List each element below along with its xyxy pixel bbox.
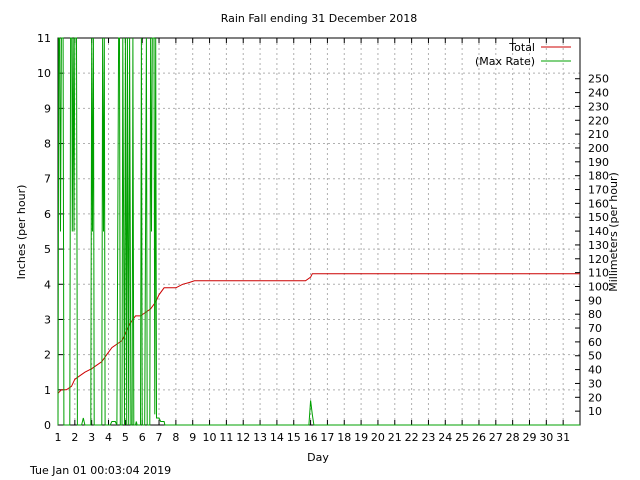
y2-tick-label: 20: [588, 391, 602, 404]
y2-tick-label: 50: [588, 350, 602, 363]
x-tick-label: 26: [472, 431, 486, 444]
x-tick-label: 6: [139, 431, 146, 444]
y2-tick-label: 60: [588, 336, 602, 349]
x-tick-label: 14: [270, 431, 284, 444]
x-tick-label: 8: [172, 431, 179, 444]
y-tick-label: 2: [44, 349, 51, 362]
x-tick-label: 28: [506, 431, 520, 444]
x-tick-label: 13: [253, 431, 267, 444]
y2-tick-label: 140: [588, 225, 609, 238]
legend: Total (Max Rate): [475, 41, 571, 68]
legend-label-total: Total: [508, 41, 535, 54]
x-tick-label: 3: [88, 431, 95, 444]
y2-tick-label: 190: [588, 156, 609, 169]
y2-tick-label: 90: [588, 294, 602, 307]
x-tick-label: 11: [219, 431, 233, 444]
x-tick-label: 24: [438, 431, 452, 444]
y2-tick-label: 30: [588, 377, 602, 390]
x-tick-label: 23: [421, 431, 435, 444]
series-group: [57, 37, 580, 426]
x-tick-label: 25: [455, 431, 469, 444]
y-axis-right: 1020304050607080901001101201301401501601…: [575, 73, 609, 418]
y2-tick-label: 110: [588, 267, 609, 280]
chart-title: Rain Fall ending 31 December 2018: [221, 12, 418, 25]
y2-tick-label: 70: [588, 322, 602, 335]
grid-lines: [58, 38, 580, 425]
x-axis: 1 2 3 4 5 6 7 8 9 10 11 12 13 14 15 16 17 18 19 20 21 22 23 24 2…: [55, 38, 570, 444]
x-tick-label: 5: [122, 431, 129, 444]
plot-frame: [57, 37, 581, 426]
y2-tick-label: 220: [588, 114, 609, 127]
y-tick-label: 1: [44, 384, 51, 397]
x-tick-label: 27: [489, 431, 503, 444]
y2-tick-label: 130: [588, 239, 609, 252]
x-tick-label: 20: [371, 431, 385, 444]
y-tick-label: 10: [37, 67, 51, 80]
y2-tick-label: 240: [588, 87, 609, 100]
y2-tick-label: 200: [588, 142, 609, 155]
y2-tick-label: 180: [588, 170, 609, 183]
y2-tick-label: 10: [588, 405, 602, 418]
y2-tick-label: 170: [588, 184, 609, 197]
x-tick-label: 9: [189, 431, 196, 444]
y-axis-label: Inches (per hour): [15, 185, 28, 280]
series-total-line: [57, 273, 580, 394]
y-tick-label: 5: [44, 243, 51, 256]
x-axis-label: Day: [307, 451, 329, 464]
y2-tick-label: 150: [588, 211, 609, 224]
x-tick-label: 15: [287, 431, 301, 444]
x-tick-label: 4: [105, 431, 112, 444]
x-tick-label: 12: [236, 431, 250, 444]
x-tick-label: 1: [55, 431, 62, 444]
x-tick-label: 30: [539, 431, 553, 444]
x-tick-label: 19: [354, 431, 368, 444]
x-tick-label: 2: [71, 431, 78, 444]
y2-axis-label: Millimeters (per hour): [607, 172, 620, 292]
y-tick-label: 6: [44, 208, 51, 221]
y2-tick-label: 100: [588, 280, 609, 293]
y-tick-label: 0: [44, 419, 51, 432]
y2-tick-label: 230: [588, 100, 609, 113]
x-tick-label: 18: [337, 431, 351, 444]
x-tick-label: 16: [304, 431, 318, 444]
y-tick-label: 11: [37, 32, 51, 45]
y2-tick-label: 40: [588, 364, 602, 377]
y-tick-label: 9: [44, 102, 51, 115]
x-tick-label: 31: [556, 431, 570, 444]
y2-tick-label: 160: [588, 197, 609, 210]
y-tick-label: 8: [44, 138, 51, 151]
x-tick-label: 10: [203, 431, 217, 444]
series-max-rate-line: [57, 37, 580, 426]
y-tick-label: 7: [44, 173, 51, 186]
y-tick-label: 3: [44, 313, 51, 326]
x-tick-label: 29: [522, 431, 536, 444]
y2-tick-label: 250: [588, 73, 609, 86]
y-tick-label: 4: [44, 278, 51, 291]
x-tick-label: 17: [320, 431, 334, 444]
x-tick-label: 7: [156, 431, 163, 444]
y2-tick-label: 120: [588, 253, 609, 266]
y-axis-left: 0 1 2 3 4 5 6 7 8 9 10 11: [37, 32, 63, 432]
timestamp-footer: Tue Jan 01 00:03:04 2019: [30, 464, 172, 477]
legend-label-max-rate: (Max Rate): [475, 55, 535, 68]
y2-tick-label: 80: [588, 308, 602, 321]
y2-tick-label: 210: [588, 128, 609, 141]
x-tick-label: 21: [388, 431, 402, 444]
x-tick-label: 22: [405, 431, 419, 444]
